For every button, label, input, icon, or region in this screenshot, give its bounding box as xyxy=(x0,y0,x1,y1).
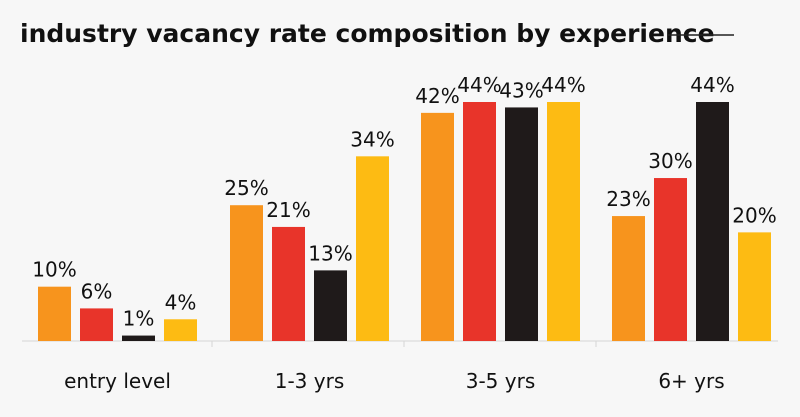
value-label: 4% xyxy=(165,290,197,314)
category-label: 6+ yrs xyxy=(658,369,724,393)
chart-title: industry vacancy rate composition by exp… xyxy=(20,19,715,48)
value-label: 30% xyxy=(648,149,692,173)
value-labels: 10%6%1%4%25%21%13%34%42%44%43%44%23%30%4… xyxy=(32,73,776,331)
x-axis-ticks xyxy=(211,341,597,347)
category-label: entry level xyxy=(64,369,171,393)
bar xyxy=(272,226,305,341)
bar xyxy=(122,335,155,341)
category-label: 3-5 yrs xyxy=(466,369,536,393)
bar xyxy=(612,216,645,341)
bar xyxy=(547,102,580,341)
bar xyxy=(356,156,389,341)
value-label: 10% xyxy=(32,258,76,282)
value-label: 42% xyxy=(415,84,459,108)
bar xyxy=(421,112,454,341)
value-label: 21% xyxy=(266,198,310,222)
value-label: 44% xyxy=(541,73,585,97)
value-label: 13% xyxy=(308,241,352,265)
bar xyxy=(463,102,496,341)
bar xyxy=(314,270,347,341)
bar xyxy=(654,178,687,341)
bar xyxy=(38,286,71,341)
value-label: 43% xyxy=(499,78,543,102)
bar xyxy=(230,205,263,341)
value-label: 23% xyxy=(606,187,650,211)
value-label: 6% xyxy=(81,279,113,303)
bar xyxy=(164,319,197,341)
bar xyxy=(80,308,113,341)
value-label: 44% xyxy=(690,73,734,97)
category-labels: entry level 1-3 yrs 3-5 yrs 6+ yrs xyxy=(64,369,725,393)
bar xyxy=(505,107,538,341)
value-label: 1% xyxy=(123,307,155,331)
value-label: 20% xyxy=(732,203,776,227)
value-label: 25% xyxy=(224,176,268,200)
value-label: 44% xyxy=(457,73,501,97)
bar xyxy=(696,102,729,341)
value-label: 34% xyxy=(350,127,394,151)
bar xyxy=(738,232,771,341)
bars xyxy=(38,102,771,341)
category-label: 1-3 yrs xyxy=(275,369,345,393)
